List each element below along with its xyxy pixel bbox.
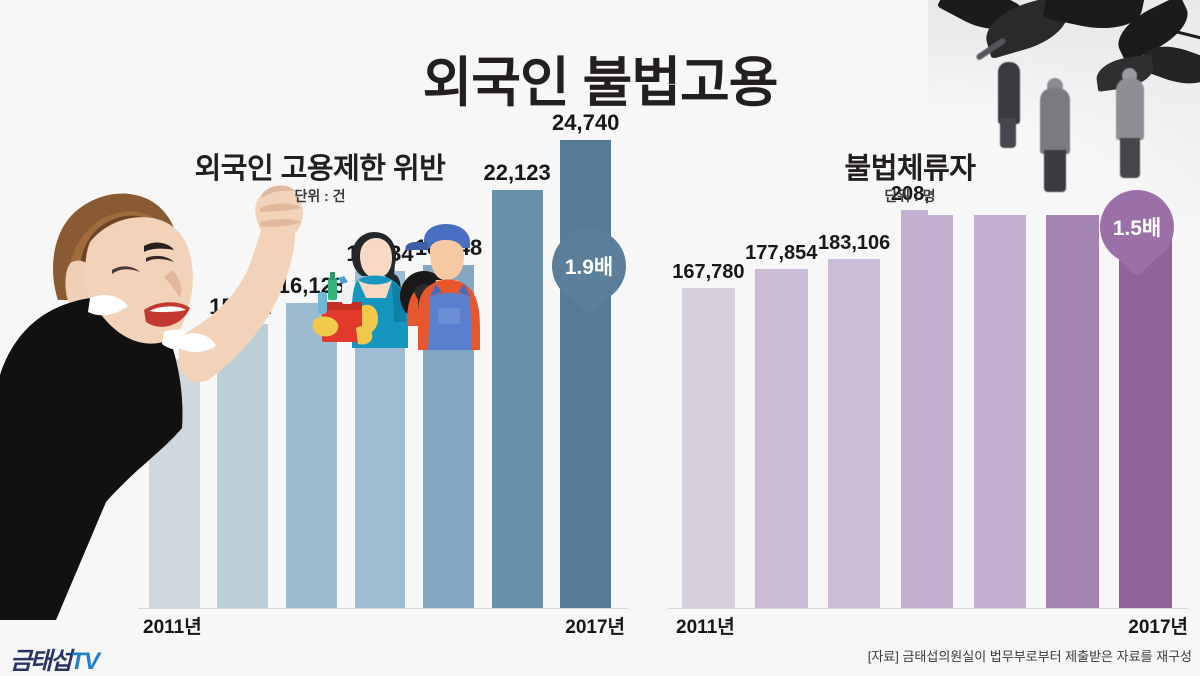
foreign-workers-illustration — [312, 224, 480, 350]
left-axis-label-start: 2011년 — [143, 617, 202, 638]
bar-value-label: 22,123 — [483, 159, 551, 185]
bar — [900, 209, 954, 608]
protester-illustration — [0, 185, 304, 620]
right-multiplier-badge: 1.5배 — [1100, 190, 1174, 264]
bar — [973, 199, 1027, 608]
worker-mechanic-icon — [400, 224, 480, 350]
worker-cleaner-icon — [312, 232, 408, 348]
bar-value-label: 183,106 — [817, 231, 891, 254]
person-legs — [1044, 150, 1066, 192]
right-chart-unit: 단위 : 명 — [884, 188, 936, 204]
bar — [217, 323, 269, 608]
bar-value-label: 177,854 — [745, 241, 818, 264]
logo-primary-text: 금태섭 — [10, 648, 72, 675]
left-multiplier-badge: 1.9배 — [552, 229, 626, 303]
person-figure — [1040, 88, 1070, 154]
bar — [560, 140, 612, 608]
bar-column: 183,106 — [818, 0, 890, 608]
bar-column: 167,780 — [672, 0, 745, 608]
left-axis-line — [138, 608, 628, 609]
left-chart-title: 외국인 고용제한 위반 — [194, 153, 446, 185]
person-legs — [1120, 138, 1140, 178]
bar-column: 214,168 — [964, 0, 1036, 608]
person-figure — [998, 62, 1020, 124]
bar — [1046, 209, 1099, 608]
bar-column: 177,854 — [745, 0, 817, 608]
left-chart-unit: 단위 : 건 — [294, 188, 346, 204]
person-legs — [1000, 118, 1016, 148]
channel-logo: 금태섭TV — [10, 641, 100, 676]
bar — [755, 268, 808, 608]
bar-value-label: 24,740 — [552, 110, 620, 136]
right-axis-line — [668, 608, 1188, 609]
bar — [682, 288, 735, 608]
bar-column: 24,740 — [552, 0, 619, 608]
chart-panel-illegal-residents: 불법체류자 단위 : 명 167,780 177,854 183,106 208,77… — [640, 0, 1200, 675]
source-note: [자료] 금태섭의원실이 법무부로부터 제출받은 자료를 재구성 — [867, 649, 1192, 664]
logo-secondary-text: TV — [70, 648, 100, 675]
right-axis-label-start: 2011년 — [676, 617, 735, 638]
left-axis-label-end: 2017년 — [565, 617, 625, 638]
bar — [286, 303, 337, 608]
bar — [827, 258, 881, 608]
bar-value-label: 167,780 — [672, 261, 745, 284]
page-title: 외국인 불법고용 — [422, 53, 779, 113]
right-axis-label-end: 2017년 — [1128, 617, 1188, 638]
bar-column: 22,123 — [483, 0, 551, 608]
person-figure — [1116, 78, 1144, 140]
background-photo-illegal-residents — [928, 0, 1200, 215]
right-chart-title: 불법체류자 — [844, 153, 976, 185]
bar — [491, 189, 543, 608]
